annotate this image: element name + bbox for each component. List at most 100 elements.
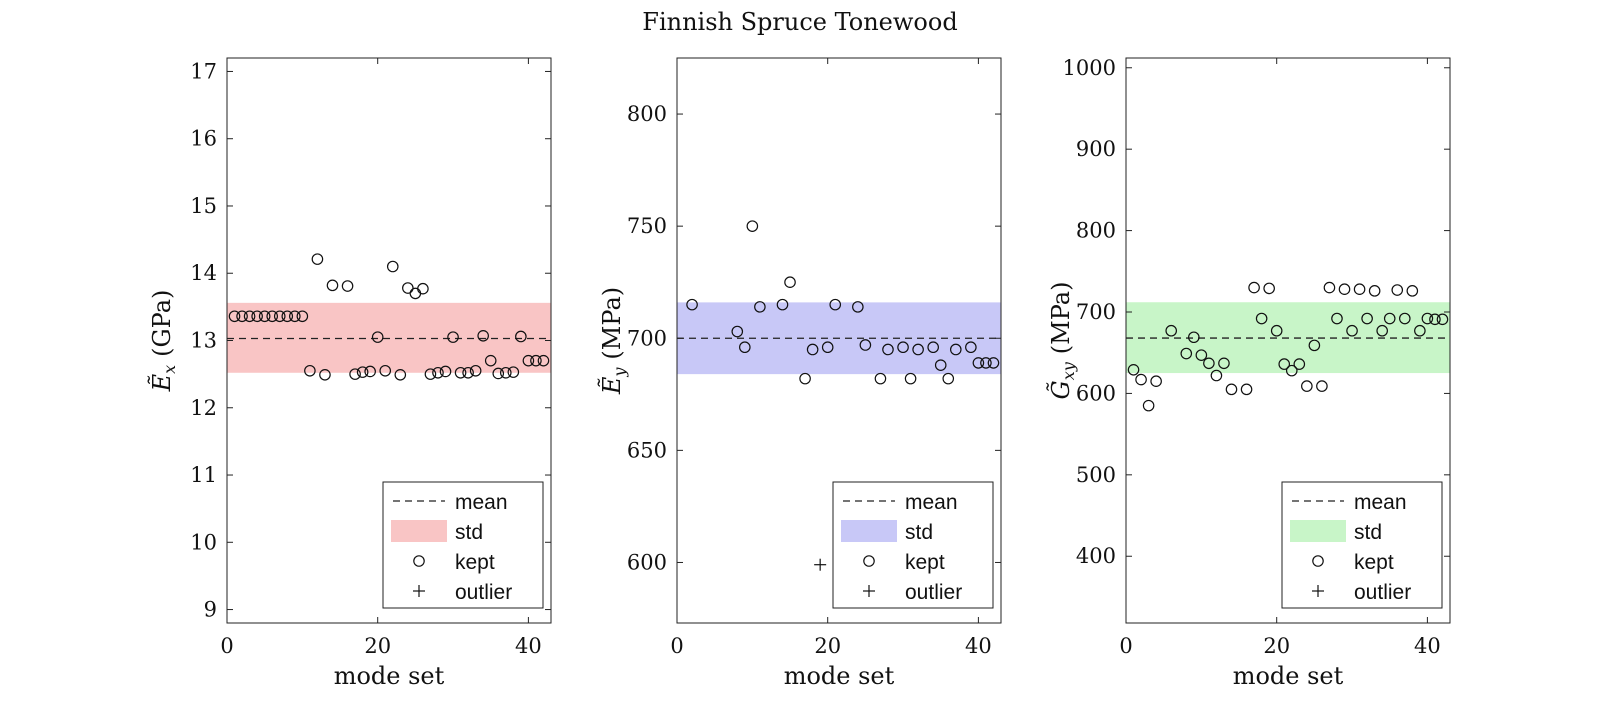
kept-point (1398, 312, 1411, 325)
legend-label-mean: mean (1354, 491, 1407, 514)
kept-point (784, 276, 796, 289)
kept-point (1376, 324, 1388, 337)
y-tick-label: 650 (627, 438, 667, 462)
kept-point (1248, 281, 1260, 294)
kept-point (402, 282, 414, 294)
kept-point (1195, 349, 1208, 361)
kept-point (965, 341, 977, 354)
kept-point (874, 372, 887, 385)
figure-title: Finnish Spruce Tonewood (642, 8, 958, 36)
kept-point (821, 341, 834, 354)
std-band (227, 302, 551, 373)
kept-point (243, 310, 256, 323)
kept-point (1218, 357, 1230, 370)
y-tick-label: 600 (627, 550, 667, 574)
kept-point (1368, 285, 1381, 297)
panel-2: 600 650 700 750 800 0 20 40 mode set Ẽy (MPa) mean s… (597, 57, 1002, 690)
kept-point (1270, 324, 1283, 337)
kept-point (515, 330, 527, 343)
kept-point (776, 298, 789, 311)
kept-point (852, 301, 864, 313)
kept-point (1414, 324, 1426, 337)
kept-point (1429, 313, 1441, 326)
kept-point (319, 369, 331, 381)
kept-point (1180, 347, 1193, 360)
kept-point (447, 331, 459, 343)
kept-point (289, 310, 301, 323)
y-tick-label: 700 (1076, 300, 1116, 324)
legend-kept-swatch (863, 555, 875, 567)
kept-point (1127, 364, 1140, 376)
kept-point (1323, 281, 1336, 294)
legend-box (382, 481, 544, 609)
kept-point (686, 298, 698, 311)
kept-point (1142, 399, 1155, 412)
kept-point (409, 287, 422, 300)
legend-label-mean: mean (455, 491, 508, 514)
panel-1: 9 10 11 12 13 14 15 16 17 0 20 40 mode set Ẽx (GPa) mea… (147, 57, 552, 690)
y-tick-label: 15 (190, 194, 217, 218)
kept-point (499, 366, 512, 379)
x-axis-label: mode set (1233, 662, 1344, 690)
kept-point (746, 220, 759, 232)
legend-label-kept: kept (905, 551, 945, 574)
x-tick-label: 40 (965, 634, 992, 658)
legend-outlier-swatch (413, 585, 425, 597)
kept-point (972, 357, 985, 369)
kept-point (904, 372, 917, 385)
legend-std-swatch (391, 520, 447, 542)
legend-label-outlier: outlier (905, 581, 962, 604)
kept-point (1331, 312, 1343, 325)
y-tick-label: 10 (190, 530, 217, 554)
x-tick-label: 0 (670, 634, 683, 658)
kept-point (454, 366, 467, 379)
kept-point (236, 310, 248, 323)
kept-point (258, 310, 271, 323)
kept-point (1308, 339, 1321, 352)
legend: mean std kept outlier (1281, 481, 1443, 609)
legend-label-std: std (455, 521, 483, 544)
kept-point (1210, 369, 1223, 382)
legend-label-mean: mean (905, 491, 958, 514)
kept-point (311, 253, 324, 265)
y-label-subscript: x (160, 365, 179, 374)
y-label-subscript: y (610, 367, 629, 378)
kept-point (739, 341, 751, 354)
legend-kept-swatch (413, 555, 425, 567)
kept-point (1301, 380, 1313, 392)
y-axis-label: Ẽx (GPa) (147, 290, 179, 393)
kept-point (980, 357, 992, 369)
y-label-symbol: Ẽ (147, 373, 176, 392)
x-tick-label: 20 (814, 634, 841, 658)
kept-point (942, 372, 955, 385)
y-tick-label: 900 (1076, 137, 1116, 161)
y-tick-label: 14 (190, 261, 217, 285)
y-tick-label: 600 (1076, 381, 1116, 405)
legend-box (832, 481, 994, 609)
kept-point (754, 301, 766, 313)
kept-point (806, 343, 819, 356)
kept-point (1361, 312, 1373, 325)
kept-point (1240, 383, 1253, 396)
legend-label-outlier: outlier (1354, 581, 1411, 604)
kept-point (379, 364, 392, 377)
kept-point (1278, 358, 1291, 370)
kept-point (273, 310, 286, 323)
kept-point (927, 341, 939, 354)
kept-point (1188, 331, 1200, 344)
x-tick-label: 0 (220, 634, 233, 658)
kept-point (1383, 312, 1396, 325)
axes-frame (676, 57, 1002, 624)
kept-point (349, 368, 361, 380)
kept-point (1255, 312, 1268, 325)
kept-point (1338, 283, 1351, 296)
kept-point (394, 369, 407, 381)
y-tick-label: 11 (190, 463, 217, 487)
legend-label-kept: kept (1354, 551, 1394, 574)
kept-point (469, 364, 482, 377)
kept-point (417, 282, 429, 295)
y-label-unit: (MPa) (1047, 282, 1075, 355)
legend-kept-swatch (1312, 555, 1324, 567)
kept-point (1353, 283, 1366, 296)
